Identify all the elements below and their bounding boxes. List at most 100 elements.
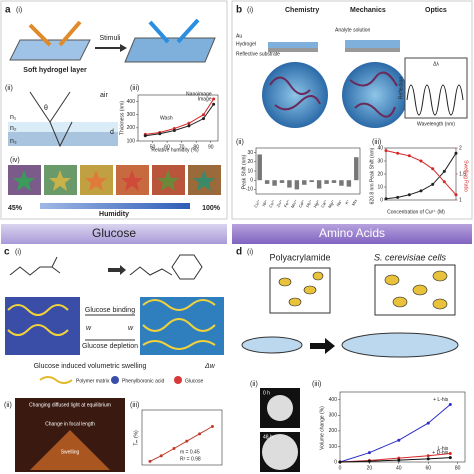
right-label: S. cerevisiae cells — [374, 252, 447, 262]
x-tick-label: Cd²⁺ — [297, 199, 306, 209]
chains — [7, 299, 216, 350]
binding: Glucose binding — [85, 307, 135, 314]
sub: (i) — [15, 249, 21, 256]
plot-frame — [339, 391, 466, 463]
point — [397, 458, 401, 462]
point — [442, 180, 446, 184]
diffuse: Changing diffused light at equilibrium — [29, 402, 111, 408]
point — [210, 425, 214, 428]
point — [396, 151, 400, 155]
y-tick-label: -10 — [246, 187, 253, 193]
sub: (i) — [16, 7, 22, 14]
time: 0 h — [263, 390, 270, 396]
bar — [294, 180, 300, 190]
x-tick-label: Co²⁺ — [268, 199, 277, 209]
n: n₁ — [10, 114, 17, 121]
y-tick-label: 0 — [380, 197, 383, 203]
arrow — [108, 265, 126, 275]
hydrogel — [345, 40, 400, 48]
bar — [309, 180, 314, 183]
disc — [341, 332, 459, 358]
sub: (ii) — [5, 85, 13, 92]
title-bar — [1, 224, 227, 244]
point — [185, 439, 189, 443]
star-row — [8, 165, 221, 195]
time: 48 h — [263, 434, 273, 440]
y-label: Thickness (nm) — [119, 101, 125, 136]
step: Optics — [425, 7, 447, 14]
arrow — [310, 338, 335, 354]
x-label: Concentration of Cu²⁺ (M) — [387, 209, 445, 215]
sub: (i) — [247, 249, 253, 256]
y-tick-label: 20 — [247, 159, 253, 165]
point — [367, 451, 371, 455]
legend: Phenylboronic acid — [122, 378, 164, 384]
depletion: Glucose depletion — [82, 343, 138, 350]
x-tick-label: Cu²⁺ — [253, 199, 262, 209]
y-label: Volume change (%) — [319, 406, 325, 450]
y-tick-label: 10 — [377, 184, 383, 190]
beam — [28, 20, 82, 47]
bar — [346, 180, 352, 187]
point — [442, 169, 446, 173]
y2-tick-label: 1.5 — [459, 171, 466, 177]
bar — [331, 180, 337, 183]
y-label: Peak Shift (nm) — [241, 154, 247, 189]
au: Au — [236, 33, 242, 39]
x-label: Wavelength (nm) — [417, 121, 455, 127]
point — [367, 459, 371, 463]
series-name: L-his — [437, 446, 448, 452]
x-tick-label: 60 — [425, 465, 431, 471]
point — [397, 438, 401, 442]
humidity-bar — [40, 203, 190, 209]
swelling: Swelling — [61, 449, 80, 455]
high: 100% — [202, 205, 221, 212]
series-name: Nanoimage — [186, 91, 212, 97]
x-tick-label: Na⁺ — [335, 199, 343, 208]
label: c — [4, 247, 10, 258]
point — [448, 402, 452, 406]
spectrum-line — [406, 84, 464, 116]
x-tick-label: Ca²⁺ — [320, 199, 329, 209]
y-tick-label: 200 — [329, 428, 338, 434]
y-tick-label: 200 — [127, 125, 136, 131]
y-tick-label: 0 — [250, 178, 253, 184]
sub: (ii) — [250, 381, 258, 388]
x-tick-label: 60 — [164, 144, 170, 150]
sub: (iii) — [130, 402, 139, 409]
y-tick-label: 100 — [127, 138, 136, 144]
point — [172, 128, 176, 132]
y-tick-label: 30 — [377, 158, 383, 164]
gel — [124, 37, 216, 63]
bar — [264, 180, 270, 184]
point — [198, 432, 202, 436]
x-tick-label: Mix — [351, 199, 358, 207]
y2-tick-label: 1 — [459, 197, 462, 203]
point — [426, 457, 430, 461]
y-tick-label: 10 — [247, 168, 253, 174]
step: Chemistry — [285, 7, 319, 14]
point — [158, 132, 162, 136]
x-tick-label: 20 — [367, 465, 373, 471]
title: Amino Acids — [319, 226, 385, 240]
point — [148, 459, 152, 463]
hydrogel — [268, 42, 318, 48]
x-tick-label: Mg²⁺ — [327, 199, 336, 209]
point — [212, 97, 216, 101]
sub: (iii) — [312, 381, 321, 388]
zoom — [269, 267, 331, 314]
gel-box — [140, 297, 224, 355]
x-tick-label: Mn²⁺ — [290, 199, 299, 209]
humidity: Humidity — [99, 211, 129, 218]
x-tick-label: Zn²⁺ — [275, 199, 283, 209]
d: d — [110, 129, 114, 136]
point — [384, 197, 388, 201]
legend: Glucose — [185, 378, 204, 384]
x-tick-label: 80 — [455, 465, 461, 471]
bar — [339, 180, 344, 186]
title-bar — [232, 224, 472, 244]
point — [407, 193, 411, 197]
sub: (iv) — [10, 157, 20, 164]
sub: (i) — [247, 7, 253, 14]
y-tick-label: 300 — [329, 413, 338, 419]
